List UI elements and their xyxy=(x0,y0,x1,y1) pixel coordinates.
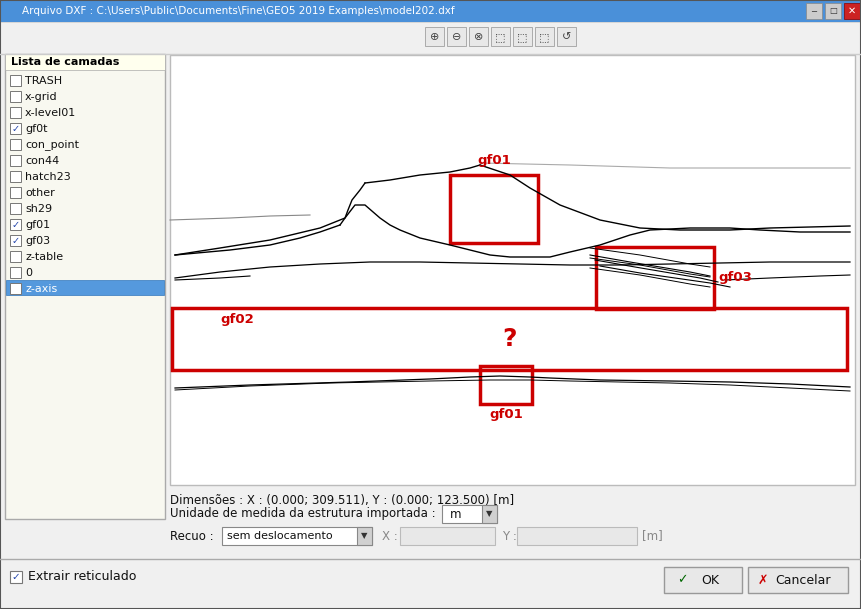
Bar xyxy=(10,107,21,118)
Text: sh29: sh29 xyxy=(25,204,53,214)
Text: other: other xyxy=(25,188,55,198)
Text: ⊕: ⊕ xyxy=(430,32,439,42)
Bar xyxy=(10,139,21,150)
Text: Arquivo DXF : C:\Users\Public\Documents\Fine\GEO5 2019 Examples\model202.dxf: Arquivo DXF : C:\Users\Public\Documents\… xyxy=(22,6,455,16)
Bar xyxy=(0,559,861,609)
Text: gf01: gf01 xyxy=(477,154,511,167)
Text: gf03: gf03 xyxy=(718,272,752,284)
Text: ✗: ✗ xyxy=(758,574,768,586)
Bar xyxy=(10,283,21,294)
Text: Recuo :: Recuo : xyxy=(170,529,214,543)
Text: ⬚: ⬚ xyxy=(495,32,505,42)
Text: ⬚: ⬚ xyxy=(539,32,550,42)
Text: Cancelar: Cancelar xyxy=(775,574,831,586)
Text: z-table: z-table xyxy=(25,252,63,262)
Text: gf01: gf01 xyxy=(25,220,50,230)
Bar xyxy=(482,505,497,523)
Bar xyxy=(222,527,372,545)
Bar xyxy=(10,219,21,230)
Text: ▼: ▼ xyxy=(361,532,368,541)
Bar xyxy=(535,27,554,46)
Text: 0: 0 xyxy=(25,268,32,278)
Text: ?: ? xyxy=(502,327,517,351)
Bar xyxy=(491,27,510,46)
Text: Lista de camadas: Lista de camadas xyxy=(11,57,120,67)
Text: Dimensões : X : (0.000; 309.511), Y : (0.000; 123.500) [m]: Dimensões : X : (0.000; 309.511), Y : (0… xyxy=(170,494,514,507)
Bar xyxy=(513,27,532,46)
Bar xyxy=(0,0,861,22)
Text: con44: con44 xyxy=(25,156,59,166)
Bar xyxy=(10,203,21,214)
Bar xyxy=(442,505,497,523)
Bar xyxy=(170,55,855,485)
Bar xyxy=(10,91,21,102)
Bar xyxy=(664,567,742,593)
Text: Unidade de medida da estrutura importada :: Unidade de medida da estrutura importada… xyxy=(170,507,436,521)
Bar xyxy=(748,567,848,593)
Bar xyxy=(10,251,21,262)
Bar xyxy=(480,366,532,404)
Text: ✓: ✓ xyxy=(11,220,20,230)
Bar xyxy=(5,54,165,70)
Bar xyxy=(596,247,714,309)
Text: ⊖: ⊖ xyxy=(452,32,461,42)
Bar xyxy=(517,527,637,545)
Bar xyxy=(806,3,822,19)
Bar xyxy=(10,123,21,134)
Bar xyxy=(425,27,444,46)
Text: ⊗: ⊗ xyxy=(474,32,483,42)
Bar xyxy=(469,27,488,46)
Bar xyxy=(172,308,847,370)
Bar xyxy=(450,175,538,243)
Text: ↺: ↺ xyxy=(562,32,571,42)
Text: z-axis: z-axis xyxy=(25,284,57,294)
Text: TRASH: TRASH xyxy=(25,76,62,86)
Text: hatch23: hatch23 xyxy=(25,172,71,182)
Bar xyxy=(557,27,576,46)
Text: ▼: ▼ xyxy=(486,510,492,518)
Text: x-grid: x-grid xyxy=(25,92,58,102)
Text: m: m xyxy=(450,507,461,521)
Text: Extrair reticulado: Extrair reticulado xyxy=(28,571,136,583)
Bar xyxy=(825,3,841,19)
Text: ✓: ✓ xyxy=(11,124,20,134)
Text: gf01: gf01 xyxy=(489,408,523,421)
Text: X :: X : xyxy=(382,529,398,543)
Bar xyxy=(400,527,495,545)
Bar xyxy=(5,54,165,519)
Text: ─: ─ xyxy=(812,7,816,15)
Text: gf0t: gf0t xyxy=(25,124,47,134)
Bar xyxy=(10,155,21,166)
Text: ✓: ✓ xyxy=(677,574,687,586)
Text: x-level01: x-level01 xyxy=(25,108,77,118)
Bar xyxy=(6,280,164,295)
Bar xyxy=(10,267,21,278)
Text: gf03: gf03 xyxy=(25,236,50,246)
Text: ⬚: ⬚ xyxy=(517,32,528,42)
Bar xyxy=(10,187,21,198)
Bar xyxy=(10,171,21,182)
Text: OK: OK xyxy=(701,574,719,586)
Bar xyxy=(0,22,861,54)
Bar xyxy=(10,235,21,246)
Bar xyxy=(844,3,860,19)
Bar xyxy=(10,571,22,583)
Bar xyxy=(447,27,466,46)
Text: Y :: Y : xyxy=(502,529,517,543)
Text: ✓: ✓ xyxy=(12,572,21,582)
Bar xyxy=(357,527,372,545)
Text: □: □ xyxy=(829,7,837,15)
Text: ✓: ✓ xyxy=(11,236,20,246)
Text: [m]: [m] xyxy=(642,529,663,543)
Text: ✕: ✕ xyxy=(848,6,856,16)
Text: con_point: con_point xyxy=(25,139,79,150)
Bar xyxy=(10,75,21,86)
Text: sem deslocamento: sem deslocamento xyxy=(227,531,332,541)
Text: gf02: gf02 xyxy=(220,314,254,326)
